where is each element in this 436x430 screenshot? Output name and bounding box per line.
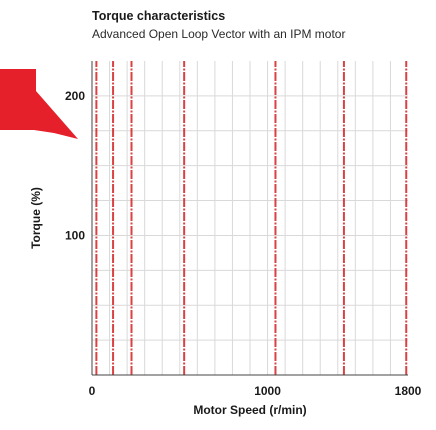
callout-arrow-marker [0, 69, 78, 139]
y-axis-label: Torque (%) [29, 187, 43, 249]
y-tick-label: 100 [65, 228, 85, 242]
chart-subtitle: Advanced Open Loop Vector with an IPM mo… [92, 27, 346, 41]
x-axis-label: Motor Speed (r/min) [193, 403, 306, 417]
x-tick-label: 0 [89, 384, 96, 398]
tick-labels: 0 1000 1800 100 200 [65, 89, 422, 398]
series-lines [95, 61, 408, 375]
x-tick-label: 1000 [254, 384, 281, 398]
callout-shape [0, 69, 78, 139]
y-tick-label: 200 [65, 89, 85, 103]
x-tick-label: 1800 [395, 384, 422, 398]
grid-lines [92, 61, 408, 375]
chart-title: Torque characteristics [92, 9, 226, 23]
